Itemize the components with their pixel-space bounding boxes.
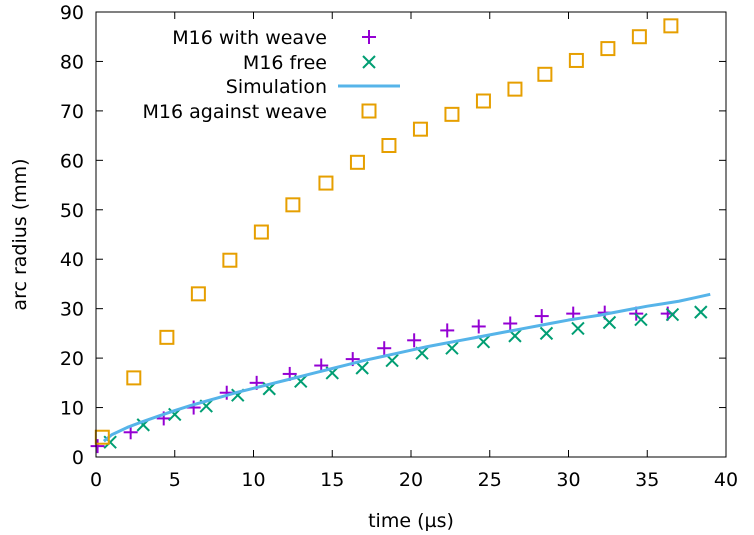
data-point: [602, 315, 617, 330]
legend-marker: [361, 103, 377, 119]
data-point: [412, 121, 428, 137]
legend-label: M16 with weave: [172, 27, 327, 49]
data-point: [159, 329, 175, 345]
tick-labels: 0 5 10 15 20 25 30 35 40 0 10 20 30 40 50 60 70 80 90: [60, 2, 738, 491]
legend-label: M16 free: [243, 52, 327, 74]
legend-marker: [362, 55, 376, 69]
data-point: [534, 309, 549, 324]
series-m16-free: [103, 305, 708, 449]
data-point: [475, 93, 491, 109]
x-tick-label: 0: [90, 469, 102, 491]
series-m16-with-weave: [90, 305, 675, 454]
y-tick-label: 80: [60, 51, 84, 73]
x-tick-label: 10: [241, 469, 265, 491]
data-point: [90, 439, 105, 454]
legend-label: Simulation: [226, 76, 327, 98]
y-tick-label: 30: [60, 299, 84, 321]
legend-entry: M16 with weave: [172, 27, 376, 49]
legend-entry: Simulation: [226, 76, 400, 98]
x-tick-label: 5: [169, 469, 181, 491]
legend-marker: [362, 30, 376, 44]
y-tick-label: 0: [72, 447, 84, 469]
y-tick-label: 50: [60, 200, 84, 222]
data-point: [285, 197, 301, 213]
legend-label: M16 against weave: [143, 101, 327, 123]
data-point: [355, 361, 369, 375]
y-tick-label: 90: [60, 2, 84, 24]
series-simulation: [102, 292, 711, 443]
data-point: [381, 138, 397, 153]
data-point: [631, 29, 647, 45]
x-tick-label: 25: [478, 469, 502, 491]
legend-entry: M16 against weave: [143, 101, 377, 123]
data-point: [407, 333, 422, 348]
data-point: [503, 316, 518, 331]
x-tick-label: 35: [635, 469, 659, 491]
x-axis-label: time (µs): [368, 510, 454, 532]
y-tick-label: 20: [60, 348, 84, 370]
data-point: [539, 326, 554, 341]
axis-ticks: [95, 11, 727, 458]
data-point: [318, 175, 334, 191]
data-point: [471, 319, 486, 334]
plot-series: [90, 18, 711, 454]
data-point: [663, 18, 679, 34]
data-point: [537, 66, 553, 82]
data-point: [377, 341, 392, 356]
data-point: [571, 321, 585, 336]
x-tick-label: 30: [556, 469, 580, 491]
data-point: [568, 52, 584, 68]
simulation-line: [102, 292, 711, 443]
legend-entry: M16 free: [243, 52, 376, 74]
data-point: [126, 370, 142, 386]
data-point: [507, 81, 523, 97]
data-point: [600, 41, 616, 57]
data-point: [253, 224, 269, 240]
y-tick-label: 70: [60, 101, 84, 123]
x-tick-label: 40: [714, 469, 738, 491]
data-point: [665, 307, 680, 322]
data-point: [634, 312, 648, 327]
series-m16-against-weave: [94, 18, 679, 445]
plot-frame: [95, 11, 727, 458]
y-tick-label: 40: [60, 249, 84, 271]
data-point: [440, 323, 455, 338]
y-tick-label: 10: [60, 398, 84, 420]
data-point: [349, 154, 365, 170]
x-tick-label: 15: [320, 469, 344, 491]
data-point: [444, 106, 460, 122]
y-axis-label: arc radius (mm): [9, 158, 31, 310]
data-point: [190, 286, 206, 302]
x-tick-label: 20: [399, 469, 423, 491]
data-point: [694, 305, 708, 319]
data-point: [222, 252, 238, 268]
y-tick-label: 60: [60, 150, 84, 172]
